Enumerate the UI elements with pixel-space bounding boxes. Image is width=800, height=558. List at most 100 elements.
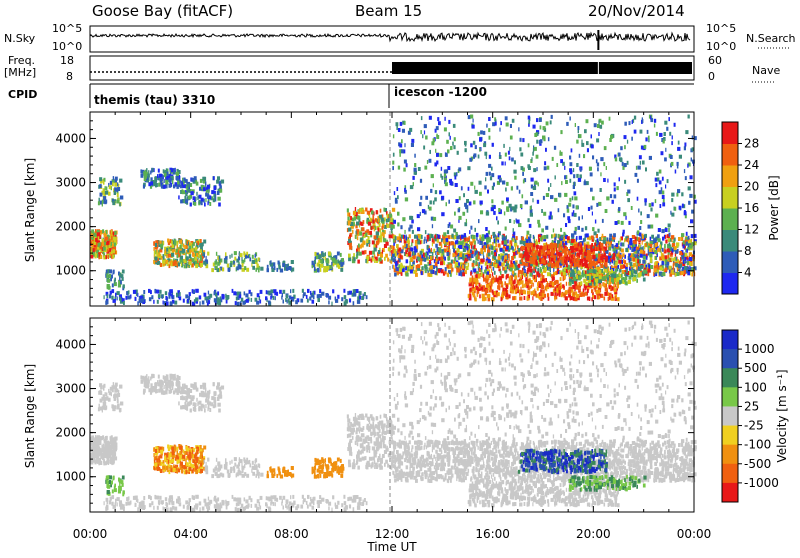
power-cell: [398, 264, 399, 268]
power-cell: [249, 257, 251, 261]
power-cell: [578, 178, 581, 182]
power-cell: [137, 301, 139, 305]
power-cell: [480, 201, 483, 205]
power-cell: [433, 138, 436, 142]
power-cell: [463, 193, 465, 197]
power-cell: [355, 289, 358, 293]
power-cell: [466, 246, 468, 250]
power-cell: [537, 220, 540, 224]
power-cell: [411, 258, 414, 262]
power-cell: [614, 288, 617, 292]
power-cell: [644, 264, 646, 268]
power-cell: [671, 193, 674, 197]
power-cell: [456, 268, 458, 272]
power-cell: [111, 296, 113, 300]
power-cell: [166, 254, 168, 258]
power-cell: [551, 234, 553, 238]
power-cell: [561, 293, 563, 297]
power-cell: [564, 193, 567, 197]
power-cell: [649, 156, 652, 160]
power-cell: [589, 263, 592, 267]
power-cell: [291, 260, 294, 264]
power-cell: [689, 240, 692, 244]
power-cell: [512, 256, 514, 260]
power-cell: [579, 134, 582, 138]
power-cell: [177, 254, 179, 258]
power-cell: [446, 140, 449, 144]
power-cell: [404, 230, 405, 234]
power-cell: [402, 245, 404, 249]
power-cell: [401, 139, 403, 143]
power-cell: [338, 265, 340, 269]
power-cell: [520, 254, 522, 258]
power-cell: [113, 176, 114, 180]
power-cell: [160, 263, 162, 267]
power-cell: [587, 245, 590, 249]
power-cell: [596, 138, 599, 142]
power-cell: [686, 242, 688, 246]
power-cell: [601, 244, 603, 248]
power-cell: [109, 269, 112, 273]
power-cell: [612, 287, 614, 291]
power-cell: [365, 233, 367, 237]
power-cell: [274, 266, 276, 270]
power-cell: [151, 295, 153, 299]
power-cell: [627, 140, 628, 144]
power-cell: [425, 265, 427, 269]
power-cell: [488, 286, 490, 290]
power-cell: [489, 155, 491, 159]
power-cell: [360, 238, 362, 242]
power-cell: [350, 216, 352, 220]
cpid-mode-2: icescon -1200: [394, 85, 487, 99]
power-cell: [509, 147, 510, 151]
power-cell: [119, 203, 121, 207]
power-cell: [217, 176, 220, 180]
power-cell: [525, 277, 527, 281]
power-cell: [509, 219, 511, 223]
power-cell: [514, 160, 516, 164]
power-cell: [109, 294, 111, 298]
power-cell: [364, 250, 366, 254]
power-cell: [564, 166, 565, 170]
power-cell: [681, 271, 684, 275]
power-cell: [659, 170, 662, 174]
power-cell: [267, 265, 269, 269]
power-cell: [328, 300, 330, 304]
power-cell: [417, 241, 420, 245]
power-cell: [119, 179, 122, 183]
power-cell: [427, 245, 429, 249]
power-cell: [624, 180, 626, 184]
power-cell: [474, 297, 477, 301]
power-cell: [166, 248, 168, 252]
power-cell: [111, 254, 113, 258]
power-cell: [209, 202, 211, 206]
power-cell: [430, 270, 433, 274]
power-cell: [576, 258, 578, 262]
power-cell: [106, 274, 108, 278]
power-cell: [510, 124, 512, 128]
power-cell: [662, 177, 664, 181]
power-cell: [353, 293, 356, 297]
power-cell: [528, 246, 530, 250]
power-cell: [447, 256, 450, 260]
power-cell: [200, 249, 202, 253]
power-cell: [203, 187, 205, 191]
nsearch-tick-top: 10^5: [706, 22, 736, 35]
power-cell: [540, 297, 542, 301]
power-cell: [359, 291, 362, 295]
power-cell: [592, 212, 593, 216]
power-cell: [547, 179, 549, 183]
power-cell: [219, 189, 222, 193]
power-cell: [447, 252, 450, 256]
power-cell: [417, 236, 418, 240]
power-cell: [258, 257, 260, 261]
power-cell: [550, 244, 553, 248]
power-cell: [429, 116, 432, 120]
power-cell: [554, 198, 557, 202]
power-cell: [393, 134, 394, 138]
power-cell: [546, 283, 548, 287]
power-cell: [551, 115, 553, 119]
power-cell: [244, 291, 246, 295]
power-cell: [443, 240, 446, 244]
